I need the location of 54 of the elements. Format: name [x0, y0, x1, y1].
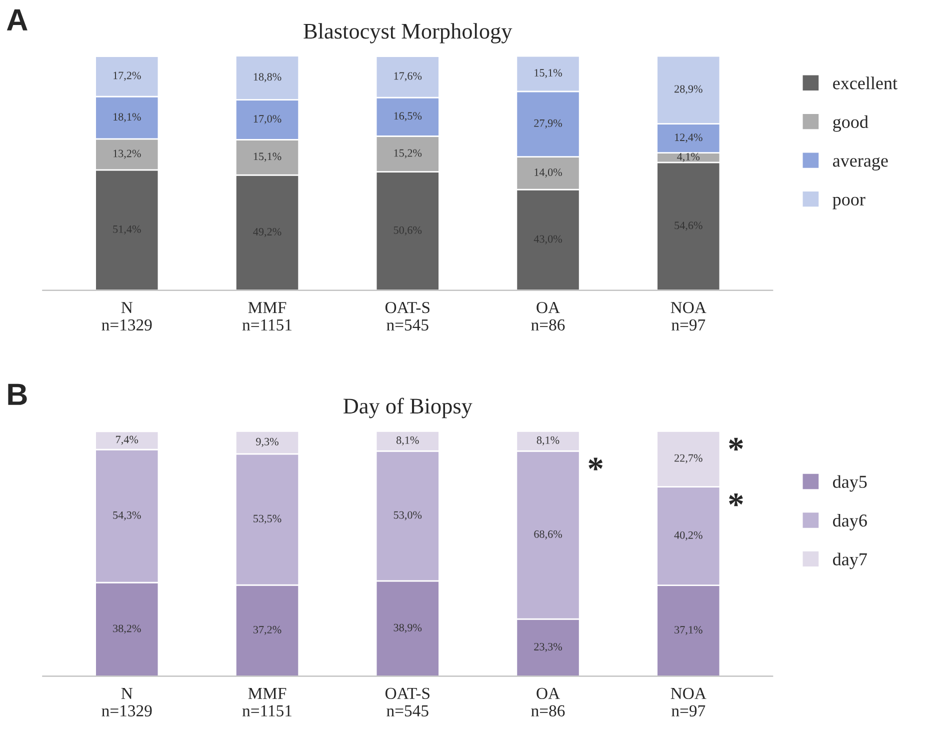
data-label: 7,4%: [116, 436, 138, 445]
legend-label: day6: [833, 514, 867, 530]
data-label: 8,1%: [536, 436, 560, 446]
data-label: 9,3%: [256, 438, 278, 447]
x-tick-label: NOA n=97: [670, 688, 706, 716]
data-label: 53,5%: [254, 514, 282, 524]
legend-label: average: [832, 157, 888, 170]
text: B: [8, 384, 27, 405]
data-label: 37,1%: [674, 626, 702, 636]
x-tick-label: NOA n=97: [670, 302, 706, 331]
x-tick-label: MMF n=1151: [242, 688, 292, 716]
data-label: 17,2%: [114, 72, 141, 81]
data-label: 54,3%: [113, 511, 141, 520]
annotation: *: [588, 458, 603, 470]
legend-label: day7: [833, 552, 867, 570]
data-label: 18,1%: [114, 113, 141, 122]
data-label: 28,9%: [674, 85, 702, 94]
x-tick-label: N n=1329: [102, 688, 152, 716]
data-label: 15,1%: [534, 69, 562, 78]
data-label: 18,8%: [254, 73, 282, 82]
data-label: 27,9%: [534, 119, 562, 128]
data-label: 38,2%: [113, 624, 141, 634]
x-tick-label: OAT-S n=545: [385, 302, 430, 331]
annotation: *: [729, 438, 743, 450]
text: A: [6, 9, 28, 30]
annotation: *: [729, 494, 743, 506]
chart-title: Blastocyst Morphology: [304, 23, 512, 44]
data-label: 17,6%: [394, 72, 422, 82]
data-label: 17,0%: [254, 115, 282, 124]
data-label: 23,3%: [534, 642, 562, 652]
data-label: 40,2%: [674, 531, 702, 540]
data-label: 8,1%: [396, 436, 419, 446]
x-tick-label: OAT-S n=545: [385, 688, 430, 716]
data-label: 13,2%: [114, 150, 141, 159]
data-label: 14,0%: [534, 168, 562, 178]
data-label: 37,2%: [253, 626, 282, 636]
data-label: 4,1%: [677, 152, 700, 162]
legend-label: excellent: [833, 76, 898, 90]
data-label: 22,7%: [674, 454, 702, 464]
data-label: 16,5%: [394, 112, 422, 122]
legend-label: day5: [833, 475, 867, 492]
x-tick-label: OA n=86: [531, 302, 565, 331]
x-tick-label: MMF n=1151: [242, 302, 292, 331]
x-tick-label: OA n=86: [531, 688, 565, 716]
data-label: 15,2%: [394, 149, 422, 158]
x-tick-label: N n=1329: [102, 302, 152, 331]
data-label: 68,6%: [534, 530, 562, 540]
data-label: 53,0%: [394, 511, 422, 520]
legend-label: good: [833, 115, 868, 132]
data-label: 12,4%: [675, 134, 702, 143]
data-label: 15,1%: [254, 152, 282, 162]
chart-title: Day of Biopsy: [343, 398, 472, 418]
data-label: 38,9%: [394, 624, 422, 633]
legend-label: poor: [832, 196, 866, 210]
